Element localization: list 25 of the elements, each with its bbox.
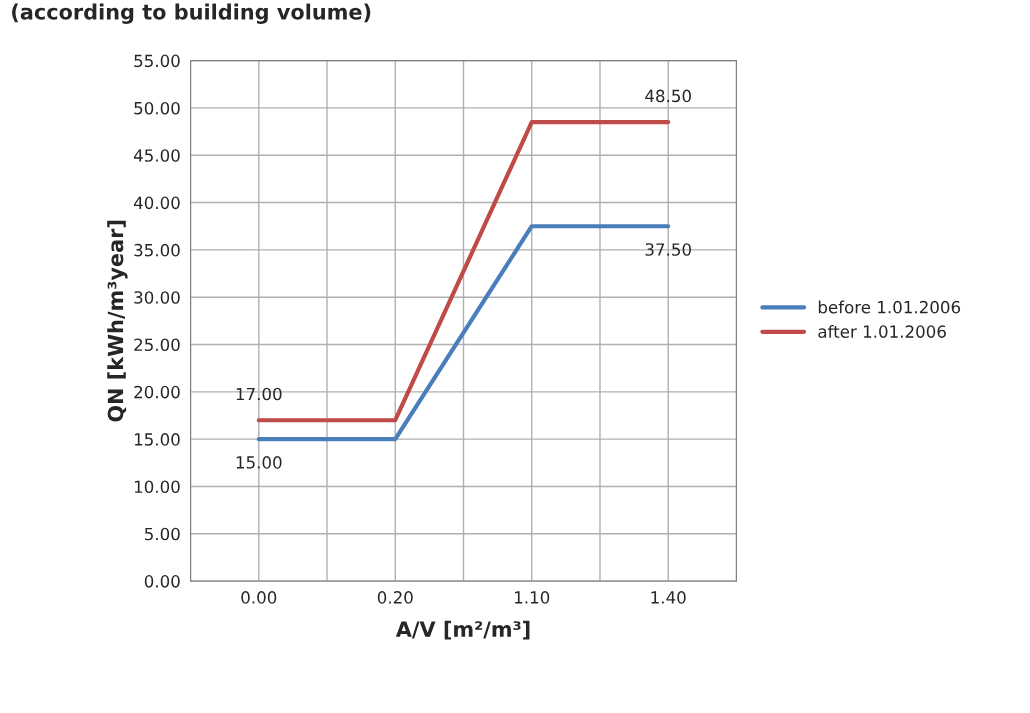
y-tick-label: 20.00 (134, 385, 180, 399)
x-axis-title: A/V [m²/m³] (395, 620, 530, 640)
data-label: 48.50 (645, 89, 691, 103)
y-tick-label: 5.00 (145, 527, 180, 541)
legend-label: before 1.01.2006 (818, 300, 961, 314)
y-tick-label: 10.00 (134, 480, 180, 494)
x-tick-label: 0.20 (377, 591, 413, 604)
y-tick-label: 25.00 (134, 338, 180, 352)
y-tick-label: 0.00 (144, 575, 180, 588)
x-tick-label: 1.10 (515, 591, 550, 604)
y-tick-label: 15.00 (134, 433, 180, 446)
y-axis-title: QN [kWh/m³year] (107, 220, 128, 422)
x-tick-label: 0.00 (241, 591, 277, 604)
chart-title: (according to building volume) (12, 3, 371, 24)
legend-label: after 1.01.2006 (818, 325, 946, 338)
y-tick-label: 40.00 (133, 196, 180, 210)
y-tick-label: 55.00 (134, 54, 180, 68)
data-label: 37.50 (645, 243, 691, 256)
y-tick-label: 30.00 (134, 291, 180, 304)
x-tick-label: 1.40 (651, 591, 686, 604)
y-tick-label: 50.00 (134, 101, 180, 115)
data-label: 15.00 (236, 456, 282, 469)
data-label: 17.00 (236, 387, 282, 401)
y-tick-label: 45.00 (133, 149, 180, 162)
y-tick-label: 35.00 (134, 243, 180, 257)
